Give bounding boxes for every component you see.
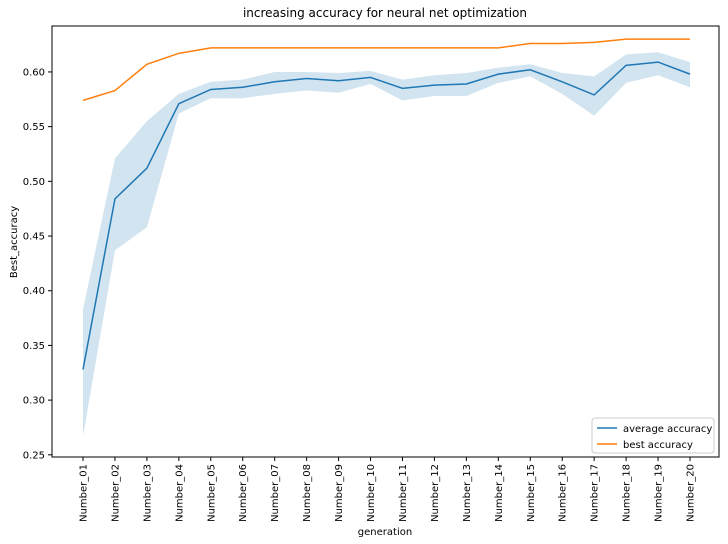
x-tick-label: Number_02 <box>110 464 121 522</box>
x-tick-label: Number_14 <box>494 464 505 522</box>
legend-box <box>591 417 715 454</box>
x-tick-label: Number_16 <box>558 464 569 522</box>
series-line-0 <box>82 61 691 370</box>
chart-title: increasing accuracy for neural net optim… <box>243 6 527 20</box>
plot-frame <box>51 25 720 458</box>
y-tick-label: 0.25 <box>23 450 45 461</box>
x-tick-label: Number_17 <box>590 464 601 522</box>
x-tick-label: Number_07 <box>270 464 281 522</box>
confidence-band-layer <box>83 52 690 437</box>
y-tick-label: 0.40 <box>23 286 45 297</box>
y-tick-label: 0.35 <box>23 341 45 352</box>
series-line-1 <box>82 38 690 102</box>
y-tick-label: 0.60 <box>23 67 45 78</box>
x-tick-label: Number_11 <box>398 464 409 522</box>
y-tick-label: 0.55 <box>23 122 45 133</box>
x-tick-label: Number_10 <box>366 464 377 522</box>
y-axis-ticks: 0.25 0.30 0.35 0.40 0.45 0.50 0.55 0.60 <box>23 67 52 461</box>
x-tick-label: Number_18 <box>622 464 633 522</box>
y-tick-label: 0.30 <box>23 396 45 407</box>
confidence-band-0 <box>83 52 690 437</box>
legend-label-average-accuracy: average accuracy <box>623 424 712 435</box>
x-tick-label: Number_15 <box>526 464 537 522</box>
legend: average accuracy best accuracy <box>591 417 715 454</box>
legend-label-best-accuracy: best accuracy <box>623 440 693 451</box>
x-tick-label: Number_03 <box>142 464 153 522</box>
x-tick-label: Number_09 <box>334 464 345 522</box>
x-tick-label: Number_01 <box>79 464 90 522</box>
series-lines-layer <box>82 38 691 370</box>
x-tick-label: Number_06 <box>238 464 249 522</box>
y-axis-label: Best_accuracy <box>9 206 20 278</box>
x-tick-label: Number_13 <box>462 464 473 522</box>
plot-area <box>51 25 720 458</box>
x-tick-label: Number_05 <box>206 464 217 522</box>
x-tick-label: Number_19 <box>654 464 665 522</box>
x-axis-ticks: Number_01 Number_02 Number_03 Number_04 Numb… <box>79 457 697 522</box>
x-tick-label: Number_08 <box>302 464 313 522</box>
y-tick-label: 0.45 <box>23 232 45 243</box>
x-tick-label: Number_04 <box>174 464 185 522</box>
x-axis-label: generation <box>358 527 412 538</box>
y-tick-label: 0.50 <box>23 177 45 188</box>
x-tick-label: Number_20 <box>686 464 697 522</box>
x-tick-label: Number_12 <box>430 464 441 522</box>
